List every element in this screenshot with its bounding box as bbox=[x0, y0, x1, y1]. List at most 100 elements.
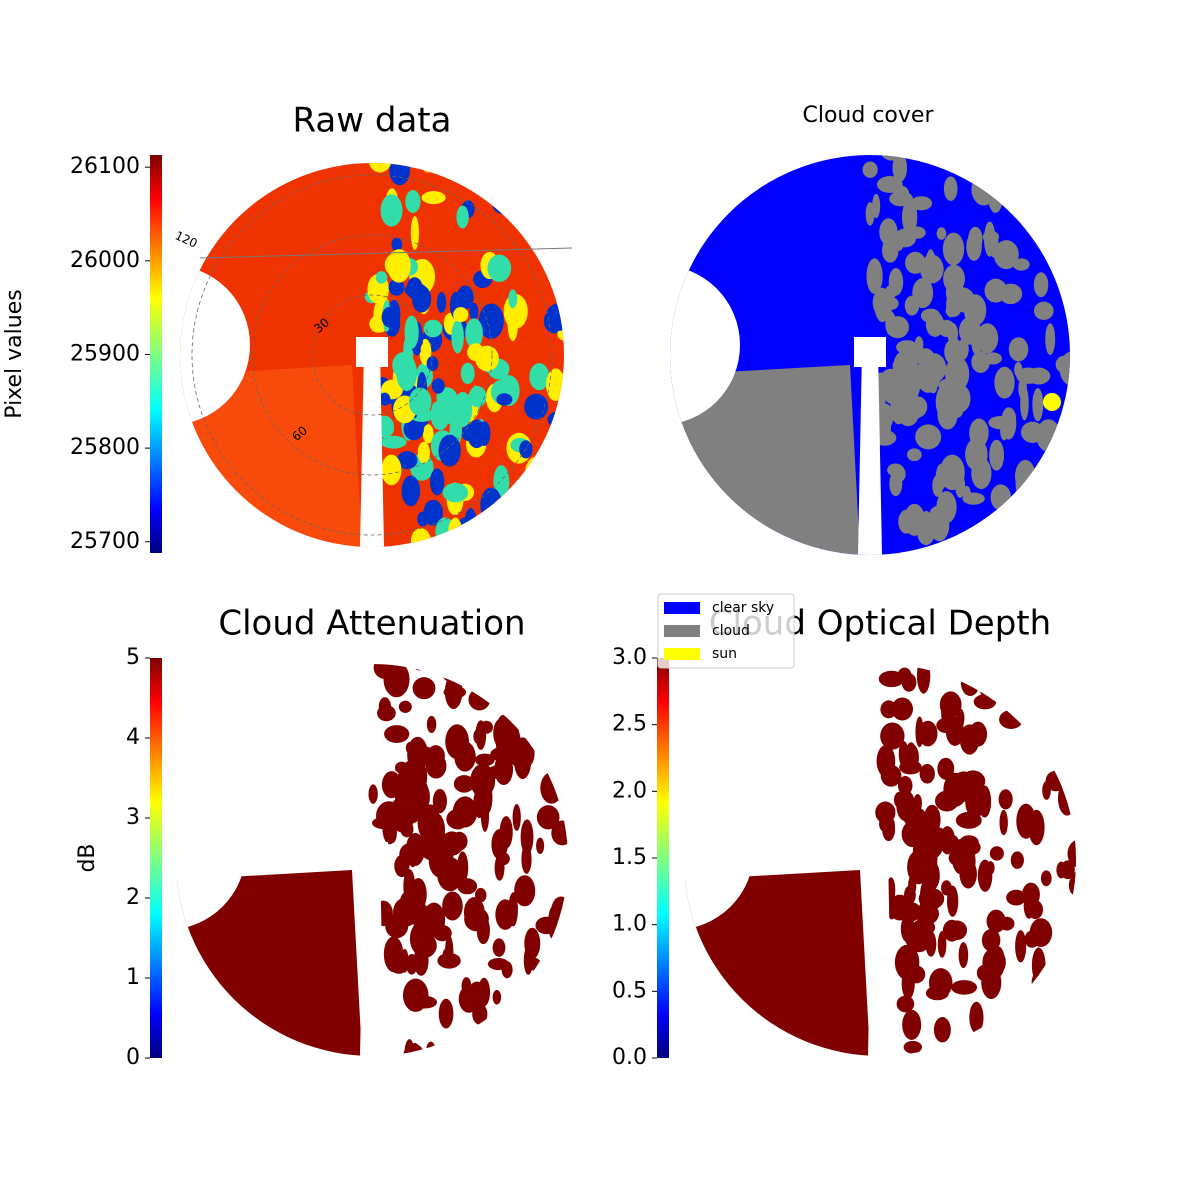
cloud-patch bbox=[891, 697, 914, 721]
cloud-patch bbox=[393, 773, 414, 807]
cloud-patch bbox=[490, 508, 515, 537]
cloud-patch bbox=[959, 724, 980, 755]
image-body bbox=[684, 664, 1097, 1056]
cloud-patch bbox=[429, 468, 445, 496]
cloud-patch bbox=[1068, 875, 1076, 895]
cloud-patch bbox=[426, 715, 437, 734]
cloud-patch bbox=[389, 163, 410, 186]
cloud-patch bbox=[1033, 301, 1054, 320]
cloud-patch bbox=[373, 301, 384, 329]
cloud-patch bbox=[400, 820, 414, 838]
cloud-patch bbox=[440, 831, 464, 856]
cloud-patch bbox=[470, 764, 496, 798]
cloud-patch bbox=[913, 794, 923, 812]
cloud-patch bbox=[1018, 377, 1027, 400]
cloud-patch bbox=[447, 540, 463, 547]
image-body bbox=[670, 155, 1098, 580]
cloud-patch bbox=[403, 868, 416, 903]
cloud-patch bbox=[412, 664, 426, 671]
colorbar-tick-label: 4 bbox=[126, 725, 140, 750]
cloud-patch bbox=[1074, 319, 1093, 351]
mask-notch bbox=[684, 770, 754, 930]
cloud-patch bbox=[917, 556, 939, 580]
cloud-patch bbox=[959, 835, 979, 850]
cloud-patch bbox=[456, 523, 481, 547]
cloud-patch bbox=[901, 673, 917, 692]
cloud-patch bbox=[1045, 323, 1056, 355]
cloud-patch bbox=[492, 194, 516, 215]
cloud-patch bbox=[443, 685, 467, 699]
colorbar-tick-label: 26000 bbox=[70, 248, 140, 273]
cloud-patch bbox=[1057, 762, 1076, 789]
colorbar bbox=[150, 155, 162, 553]
cloud-patch bbox=[445, 724, 469, 760]
cloud-patch bbox=[486, 1025, 496, 1046]
cloud-patch bbox=[880, 764, 902, 787]
cloud-patch bbox=[879, 155, 904, 161]
mask-stripe bbox=[360, 350, 384, 547]
cloud-patch bbox=[916, 664, 931, 694]
cloud-patch bbox=[1002, 407, 1017, 430]
colorbar-tick-label: 25900 bbox=[70, 341, 140, 366]
sky-image bbox=[180, 163, 564, 547]
cloud-patch bbox=[1013, 1013, 1027, 1031]
cloud-patch bbox=[898, 509, 915, 534]
cloud-patch bbox=[530, 464, 540, 483]
legend-label: clear sky bbox=[712, 600, 774, 616]
cloud-patch bbox=[902, 1009, 922, 1040]
cloud-patch bbox=[417, 441, 430, 464]
cloud-patch bbox=[432, 788, 447, 814]
cloud-patch bbox=[528, 467, 553, 485]
cloud-patch bbox=[521, 844, 532, 874]
cloud-patch bbox=[524, 927, 541, 960]
mask-stripe bbox=[868, 855, 892, 1056]
cloud-patch bbox=[493, 719, 507, 747]
cloud-patch bbox=[453, 391, 473, 428]
cloud-patch bbox=[402, 978, 429, 1012]
panel-title: Cloud cover bbox=[803, 103, 935, 128]
cloud-patch bbox=[993, 240, 1019, 270]
cloud-patch bbox=[536, 837, 545, 854]
legend-label: cloud bbox=[712, 623, 750, 639]
cloud-patch bbox=[897, 952, 918, 981]
cloud-patch bbox=[551, 820, 568, 846]
cloud-patch bbox=[1067, 839, 1076, 868]
mask-notch bbox=[176, 770, 246, 930]
cloud-patch bbox=[553, 434, 564, 451]
cloud-patch bbox=[865, 202, 875, 226]
cloud-patch bbox=[939, 155, 960, 162]
cloud-patch bbox=[477, 163, 497, 178]
cloud-patch bbox=[524, 456, 548, 493]
cloud-patch bbox=[919, 815, 935, 852]
mask-block bbox=[864, 842, 896, 872]
sun-marker bbox=[1043, 393, 1061, 411]
cloud-patch bbox=[563, 408, 564, 443]
cloud-patch bbox=[452, 796, 478, 828]
polar-grid bbox=[311, 294, 433, 416]
cloud-patch bbox=[521, 495, 538, 512]
cloud-patch bbox=[907, 849, 931, 885]
colorbar-tick-label: 25800 bbox=[70, 435, 140, 460]
legend-swatch bbox=[664, 648, 700, 660]
cloud-patch bbox=[480, 487, 503, 523]
cloud-patch bbox=[396, 355, 417, 391]
cloud-patch bbox=[1016, 803, 1036, 839]
cloud-patch bbox=[946, 885, 959, 917]
cloud-patch bbox=[887, 897, 896, 920]
cloud-patch bbox=[492, 989, 502, 1005]
cloud-patch bbox=[463, 897, 485, 928]
cloud-patch bbox=[1089, 369, 1098, 401]
cloud-patch bbox=[1012, 520, 1032, 547]
image-body bbox=[176, 664, 568, 1056]
cloud-patch bbox=[514, 875, 536, 907]
colorbar-tick-label: 1.0 bbox=[612, 912, 647, 937]
cloud-patch bbox=[432, 924, 452, 942]
cloud-patch bbox=[395, 761, 409, 774]
panel-title: Cloud Attenuation bbox=[218, 604, 525, 644]
cloud-patch bbox=[886, 316, 910, 339]
cloud-patch bbox=[1080, 816, 1097, 837]
cloud-patch bbox=[398, 700, 412, 713]
cloud-patch bbox=[951, 980, 978, 995]
cloud-patch bbox=[934, 827, 946, 846]
